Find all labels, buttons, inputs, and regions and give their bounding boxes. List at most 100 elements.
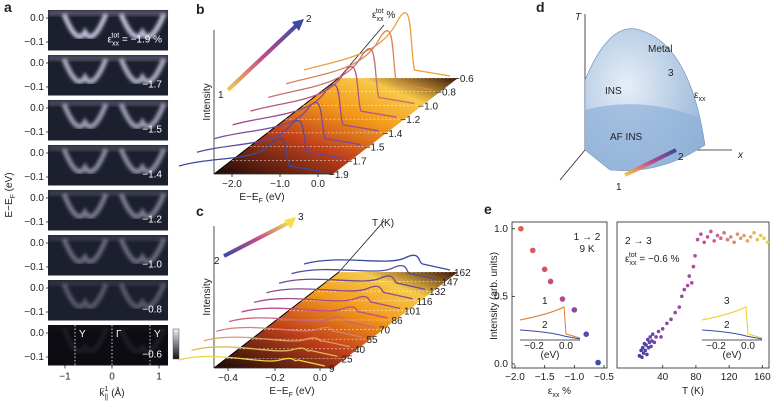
strain-label: −1.5 — [142, 125, 162, 136]
data-point — [595, 359, 601, 366]
x-axis-label-sup: −1 — [100, 386, 108, 393]
band-dispersion — [61, 103, 109, 129]
strain-label-tail: = −1.9 % — [119, 35, 162, 46]
data-point — [699, 232, 703, 236]
x-tick-label: −1.0 — [564, 372, 584, 383]
y-axis-label: Intensity — [202, 83, 213, 120]
data-point — [640, 345, 645, 350]
curve-label: 147 — [442, 278, 459, 289]
y-tick-label: 0.0 — [30, 103, 44, 114]
panel-letter: c — [196, 203, 204, 219]
axis-e-label-sub: xx — [698, 96, 706, 103]
y-axis-label: Intensity (arb. units) — [489, 252, 500, 340]
strain-label-sup: tot — [111, 33, 119, 40]
inset-tick-label: −0.2 — [524, 341, 544, 352]
data-point — [758, 233, 763, 238]
high-symmetry-label: Γ — [116, 329, 122, 340]
curve-label: −1.4 — [383, 129, 403, 140]
data-point — [665, 321, 669, 326]
inset-curve — [701, 329, 763, 340]
curve-title: T (K) — [372, 218, 394, 229]
data-point — [687, 274, 692, 278]
data-point — [654, 335, 658, 339]
inset-tick-label: 0.0 — [741, 341, 755, 352]
inset-curve — [701, 306, 763, 339]
data-point — [689, 281, 694, 285]
spectrum-curve — [216, 326, 363, 338]
data-point — [649, 344, 653, 349]
band-dispersion — [61, 238, 109, 264]
y-tick-label: 0.0 — [30, 238, 44, 249]
spectrum-curve — [214, 101, 361, 146]
data-point — [732, 240, 736, 245]
strain-label: −1.0 — [142, 260, 162, 271]
inset-label: 3 — [724, 296, 730, 307]
band-dispersion — [118, 283, 167, 309]
annotation: 9 K — [579, 244, 594, 255]
intensity-map — [214, 78, 458, 174]
curve-label: −1.5 — [365, 143, 385, 154]
gradient-arrow — [226, 22, 300, 92]
curve-label: 132 — [429, 287, 446, 298]
data-point — [559, 296, 566, 302]
curve-label: 55 — [367, 335, 379, 346]
curve-title-sub: xx — [376, 16, 384, 23]
panel-letter: a — [4, 0, 12, 15]
annotation-base: ε — [625, 254, 630, 265]
spectrum-curve — [291, 265, 438, 281]
inset-unit: (eV) — [723, 350, 742, 361]
curve-label: −1.7 — [347, 156, 367, 167]
data-point — [650, 332, 655, 337]
band-dispersion — [61, 283, 109, 309]
panels: a0.0−0.1 εxxtot = −1.9 %0.0−0.1 −1.70.0−0.… — [4, 0, 771, 401]
inset-label: 2 — [542, 320, 548, 331]
data-point — [719, 236, 723, 241]
strain-label: −0.6 — [142, 350, 162, 361]
curve-title: εxxtot % — [372, 8, 395, 23]
x-axis-label-tail: % — [559, 386, 571, 397]
axis-e-label-base: ε — [694, 90, 699, 101]
arrow-end: 2 — [306, 14, 312, 25]
y-axis-label: E−EF (eV) — [4, 172, 17, 217]
y-tick-label: −0.1 — [24, 172, 44, 183]
y-tick-label: −0.1 — [24, 37, 44, 48]
arrow-head — [284, 217, 296, 229]
data-point — [644, 343, 648, 347]
gradient-arrow — [223, 220, 291, 258]
band-dispersion — [118, 58, 167, 84]
phase-label: Metal — [648, 44, 672, 55]
data-point — [685, 283, 690, 288]
curve-label: −1.0 — [418, 101, 438, 112]
data-point — [679, 294, 684, 299]
x-tick-label: −2.0 — [222, 179, 242, 190]
data-point — [656, 329, 661, 334]
curve-label: 116 — [417, 297, 433, 308]
colorbar — [172, 328, 180, 360]
y-tick-label: 0.5 — [494, 291, 508, 302]
x-tick-label: 0.0 — [313, 373, 327, 384]
spectrum-curve — [178, 137, 326, 173]
spectrum-curve — [232, 83, 379, 132]
data-point — [728, 235, 733, 239]
x-tick-label: 0.0 — [311, 179, 325, 190]
x-tick-label: 80 — [690, 372, 702, 383]
phase-label: INS — [605, 86, 622, 97]
panel-letter: b — [196, 1, 205, 17]
data-point — [735, 232, 740, 236]
diagonal-axis — [338, 220, 385, 273]
data-point — [645, 337, 650, 342]
annotation-tail: = −0.6 % — [637, 254, 680, 265]
x-axis-label-tail: (Å — [108, 386, 121, 399]
x-axis-label: E−EF (eV) — [269, 386, 314, 399]
data-point — [583, 331, 590, 338]
y-tick-label: 0.0 — [30, 283, 44, 294]
x-tick-label: −1.0 — [270, 179, 290, 190]
strain-label-base: ε — [108, 35, 113, 46]
annotation: 2 → 3 — [625, 236, 652, 247]
data-point — [677, 305, 682, 309]
x-axis-label-sub: F — [289, 392, 293, 399]
arpes-image — [48, 325, 168, 366]
spectrum-curve — [241, 306, 388, 319]
arrow-head — [292, 19, 304, 31]
data-point — [571, 307, 578, 313]
